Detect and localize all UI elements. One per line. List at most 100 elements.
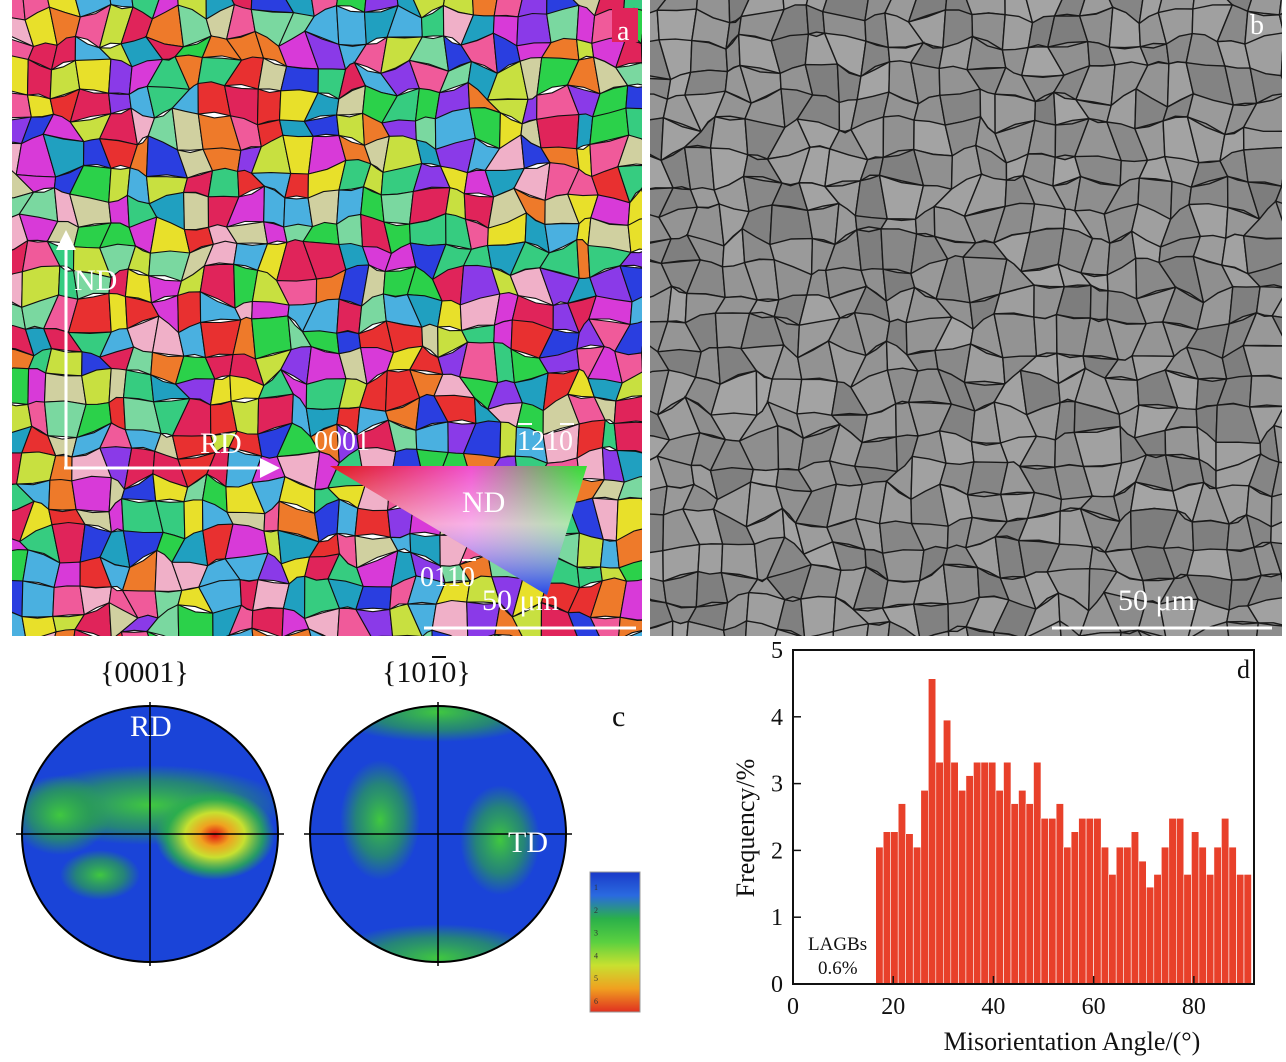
grain — [567, 611, 600, 636]
grain — [207, 167, 240, 199]
grain — [12, 271, 23, 309]
legend-tick-label: 6 — [594, 997, 598, 1006]
grain — [887, 620, 917, 636]
grain — [1089, 284, 1109, 321]
histogram-bar — [935, 761, 944, 985]
histogram-bar — [1048, 818, 1057, 985]
grain — [380, 190, 414, 225]
histogram-bar — [1175, 818, 1185, 985]
histogram-bar — [1213, 846, 1222, 985]
histogram-bar — [950, 761, 959, 985]
grain — [337, 607, 372, 636]
grain — [1164, 426, 1200, 461]
grain — [992, 631, 1018, 636]
axis-arrows — [56, 230, 280, 478]
grain — [177, 603, 214, 636]
grain — [1248, 375, 1282, 408]
x-axis-label: Misorientation Angle/(°) — [944, 1027, 1201, 1056]
histogram-bar — [875, 846, 884, 985]
grain — [308, 627, 325, 636]
legend-color-bar — [589, 871, 641, 1013]
grain — [431, 629, 453, 636]
grain — [516, 12, 552, 47]
grain — [650, 549, 664, 583]
grain — [656, 8, 698, 44]
grain — [499, 421, 518, 459]
grain — [640, 42, 642, 64]
histogram-bar — [973, 761, 982, 985]
grain — [21, 580, 55, 618]
legend-tick-label: 3 — [594, 929, 598, 938]
grain — [41, 630, 57, 636]
grain — [256, 88, 282, 126]
histogram-bar — [1033, 761, 1042, 985]
grain — [26, 94, 55, 118]
grain — [71, 475, 112, 513]
histogram-bar — [1040, 818, 1049, 985]
histogram-bar — [1183, 874, 1192, 985]
grain — [536, 114, 580, 152]
grain — [183, 191, 210, 231]
grain — [494, 633, 503, 636]
pole-figure-1010-title: {1010} — [382, 656, 471, 689]
grain — [73, 628, 93, 636]
histogram-bar — [1191, 831, 1200, 985]
histogram-bar — [1108, 874, 1117, 985]
histogram-bar — [1153, 874, 1162, 985]
rd-arrow-head — [260, 458, 280, 478]
histogram-bar — [1130, 831, 1140, 985]
pole-figure-panel: {0001} {1010} RD TD c 1 2 3 4 5 6 — [0, 640, 660, 1062]
histogram-bar — [1003, 761, 1012, 985]
ebsd-ipf-map-panel: ND RD 0001 1210 ND 0110 a 50 μm — [12, 0, 642, 636]
histogram-bar — [927, 678, 937, 985]
histogram-bar — [1063, 846, 1072, 985]
letter-bg — [612, 8, 638, 42]
grain — [744, 620, 779, 636]
grain — [283, 197, 314, 228]
grain — [1119, 629, 1143, 636]
pf-td-label: TD — [508, 826, 548, 859]
ipf-nd-label: ND — [462, 486, 505, 519]
grain — [431, 599, 469, 636]
boundary-grains — [650, 0, 1282, 636]
grain — [354, 507, 392, 538]
grain — [686, 620, 726, 636]
panel-a-letter: a — [617, 16, 630, 47]
histogram-bar — [1206, 874, 1215, 985]
histogram-bar — [913, 846, 922, 985]
grain-boundary-map: b 50 μm — [650, 0, 1282, 636]
ipf-grains — [12, 0, 642, 636]
grain — [650, 619, 674, 636]
lagb-value: 0.6% — [818, 958, 858, 979]
pf1-blob-low — [60, 850, 140, 900]
grain — [27, 368, 47, 406]
pole-figure-0001-title: {0001} — [100, 656, 189, 689]
grain — [1027, 619, 1062, 636]
ipf-1210-label: 1210 — [517, 426, 573, 457]
histogram-bar — [905, 833, 914, 985]
ipf-0110-label: 0110 — [420, 562, 475, 593]
histogram-bar — [1078, 818, 1087, 985]
grain — [1280, 74, 1282, 80]
histogram-bar — [1123, 846, 1132, 985]
grain — [628, 630, 642, 636]
grain — [928, 630, 950, 636]
lagb-label: LAGBs — [808, 934, 867, 955]
histogram-bar — [1055, 803, 1064, 985]
grain — [284, 628, 312, 636]
histogram-bar — [1243, 874, 1252, 985]
legend-tick-label: 2 — [594, 906, 598, 915]
grain — [640, 188, 642, 193]
pf-rd-label: RD — [130, 710, 172, 743]
histogram-bar — [920, 790, 929, 985]
pf2-right-blob — [460, 785, 540, 895]
scale-bar-label: 50 μm — [482, 584, 559, 617]
histogram-bar — [1115, 846, 1125, 985]
grain — [965, 625, 996, 636]
legend-tick-label: 1 — [594, 883, 598, 892]
histogram-bar — [988, 761, 997, 985]
ipf-color-key — [330, 466, 587, 595]
grain — [335, 4, 367, 46]
histogram-bar — [1160, 846, 1170, 985]
grain — [54, 628, 76, 636]
